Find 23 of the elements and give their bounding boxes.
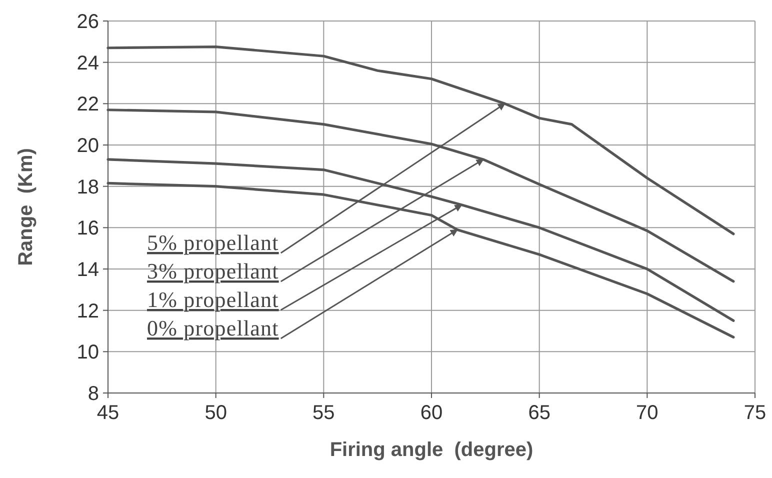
y-tick-label: 20 bbox=[76, 135, 99, 157]
y-tick-label: 8 bbox=[88, 383, 99, 405]
x-tick-label: 70 bbox=[636, 402, 658, 424]
x-tick-label: 75 bbox=[744, 402, 766, 424]
annotation: 5% propellant bbox=[147, 230, 279, 255]
annotation: 3% propellant bbox=[147, 258, 279, 284]
annotation: 1% propellant bbox=[147, 287, 279, 312]
annotation: 0% propellant bbox=[147, 316, 279, 340]
x-tick-label: 60 bbox=[420, 402, 443, 424]
y-tick-label: 26 bbox=[76, 11, 99, 33]
y-tick-label: 18 bbox=[76, 176, 99, 198]
x-tick-label: 45 bbox=[96, 402, 120, 424]
y-tick-label: 12 bbox=[76, 300, 99, 322]
y-axis-title: Range (Km) bbox=[15, 148, 37, 266]
x-tick-label: 50 bbox=[204, 402, 227, 424]
x-axis-title: Firing angle (degree) bbox=[330, 439, 534, 461]
y-tick-label: 22 bbox=[76, 94, 99, 116]
x-tick-label: 65 bbox=[528, 402, 550, 424]
y-tick-label: 24 bbox=[76, 52, 99, 74]
x-tick-label: 55 bbox=[312, 402, 335, 424]
y-tick-label: 16 bbox=[76, 218, 99, 240]
y-tick-label: 14 bbox=[76, 259, 99, 281]
y-tick-label: 10 bbox=[76, 342, 99, 364]
